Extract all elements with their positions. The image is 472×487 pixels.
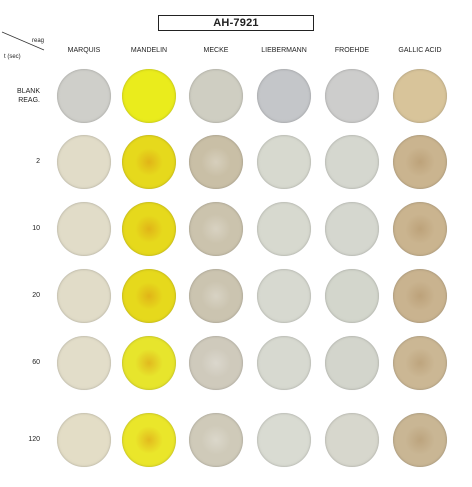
reaction-well	[393, 135, 447, 189]
reaction-well	[325, 69, 379, 123]
reaction-well	[257, 69, 311, 123]
reaction-well	[393, 202, 447, 256]
reaction-well	[189, 202, 243, 256]
reaction-well	[57, 202, 111, 256]
row-label-line1: 20	[32, 292, 40, 299]
reaction-well	[325, 269, 379, 323]
reaction-well	[257, 269, 311, 323]
reaction-well	[57, 336, 111, 390]
reaction-well	[393, 269, 447, 323]
column-header-mecke: MECKE	[203, 47, 229, 54]
reaction-well	[257, 336, 311, 390]
compound-title: AH-7921	[158, 15, 314, 31]
reaction-well	[57, 69, 111, 123]
column-header-liebermann: LIEBERMANN	[261, 47, 307, 54]
reaction-well	[57, 413, 111, 467]
column-header-gallic-acid: GALLIC ACID	[398, 47, 442, 54]
reaction-well	[189, 69, 243, 123]
reaction-well	[122, 202, 176, 256]
row-label-line1: 60	[32, 359, 40, 366]
reaction-well	[122, 336, 176, 390]
reaction-well	[325, 413, 379, 467]
reaction-well	[57, 269, 111, 323]
column-header-marquis: MARQUIS	[67, 47, 101, 54]
reaction-well	[57, 135, 111, 189]
reaction-well	[189, 135, 243, 189]
reaction-well	[122, 69, 176, 123]
reaction-well	[393, 69, 447, 123]
row-label: BLANK REAG.	[0, 87, 40, 105]
row-label: 60	[0, 358, 40, 367]
row-label: 120	[0, 435, 40, 444]
column-header-froehde: FROEHDE	[334, 47, 370, 54]
reaction-well	[257, 135, 311, 189]
reagent-axis-label: reag	[32, 38, 45, 44]
axis-corner: reag t (sec)	[0, 30, 56, 70]
reaction-well	[393, 413, 447, 467]
row-label-line1: 2	[36, 158, 40, 165]
reaction-well	[189, 269, 243, 323]
row-label: 2	[0, 157, 40, 166]
row-label-line1: 10	[32, 225, 40, 232]
time-axis-label: t (sec)	[4, 54, 21, 60]
row-label-line2: REAG.	[18, 97, 40, 104]
reaction-well	[325, 135, 379, 189]
reaction-well	[325, 336, 379, 390]
reaction-well	[122, 413, 176, 467]
reaction-well	[325, 202, 379, 256]
reaction-well	[122, 269, 176, 323]
reaction-well	[257, 202, 311, 256]
reaction-well	[393, 336, 447, 390]
reaction-well	[257, 413, 311, 467]
row-label-line1: 120	[28, 436, 40, 443]
reaction-well	[122, 135, 176, 189]
row-label: 20	[0, 291, 40, 300]
column-header-mandelin: MANDELIN	[130, 47, 168, 54]
row-label: 10	[0, 224, 40, 233]
row-label-line1: BLANK	[17, 88, 40, 95]
corner-diagonal-line	[1, 31, 45, 51]
reaction-well	[189, 413, 243, 467]
reaction-well	[189, 336, 243, 390]
